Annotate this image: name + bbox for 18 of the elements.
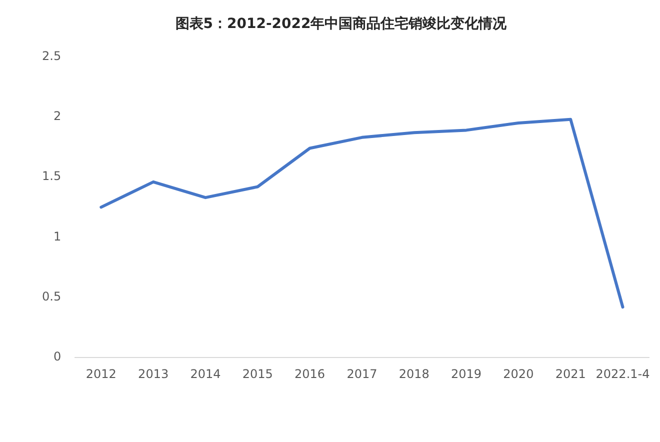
x-tick-label: 2021 — [555, 366, 586, 381]
x-tick-label: 2018 — [398, 366, 430, 381]
x-tick-label: 2020 — [503, 366, 534, 381]
chart-title: 图表5：2012-2022年中国商品住宅销竣比变化情况 — [175, 15, 508, 32]
x-tick-label: 2013 — [138, 366, 169, 381]
x-tick-label: 2012 — [86, 366, 116, 381]
x-tick-label: 2016 — [294, 366, 326, 381]
y-tick-label: 0.5 — [42, 290, 62, 304]
x-tick-label: 2019 — [451, 366, 482, 381]
y-tick-label: 2 — [53, 109, 62, 124]
y-tick-label: 1.5 — [42, 169, 62, 184]
y-tick-label: 0 — [53, 350, 62, 364]
x-tick-label: 2015 — [242, 366, 273, 381]
y-tick-label: 1 — [53, 229, 62, 244]
y-tick-label: 2.5 — [42, 48, 62, 63]
x-tick-label: 2022.1-4 — [596, 366, 650, 381]
x-tick-label: 2017 — [346, 366, 378, 381]
x-tick-label: 2014 — [190, 366, 221, 381]
